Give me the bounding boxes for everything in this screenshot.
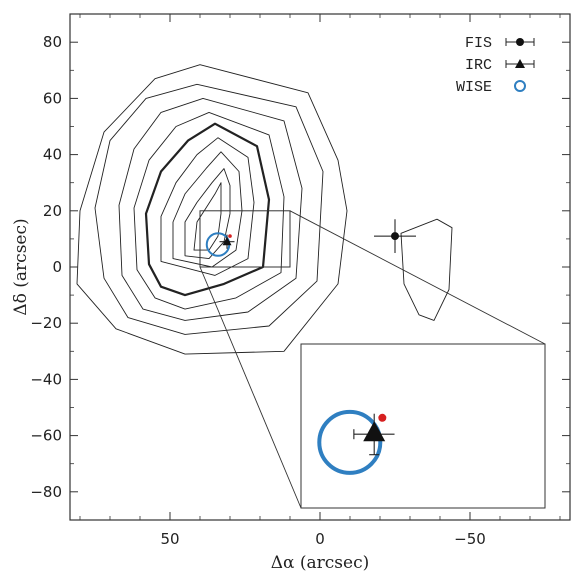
y-tick-label: −80 <box>30 483 62 501</box>
red-point <box>228 234 232 238</box>
data-points <box>205 219 416 257</box>
legend-fis-marker <box>516 38 524 46</box>
x-axis-label: Δα (arcsec) <box>271 553 370 573</box>
contour-line <box>172 151 243 268</box>
contour-line <box>118 97 303 321</box>
x-tick-label: 0 <box>315 530 325 548</box>
y-tick-label: −40 <box>30 370 62 388</box>
x-tick-label: 50 <box>160 530 179 548</box>
contour-line <box>160 137 255 276</box>
zoom-connector-line <box>199 266 302 509</box>
contour-line <box>94 83 324 335</box>
inset-frame <box>300 343 546 509</box>
y-tick-label: 80 <box>43 33 62 51</box>
inset-panel <box>300 343 546 509</box>
legend-irc-marker <box>515 59 525 68</box>
y-tick-label: 20 <box>43 202 62 220</box>
legend-label-fis: FIS <box>465 35 492 52</box>
legend: FIS IRC WISE <box>456 35 535 96</box>
inset-wise-circle <box>317 409 383 475</box>
axis-ticks: 50 0 −50 80 60 40 20 0 −20 −40 −60 −80 <box>30 13 570 548</box>
fis-point <box>391 232 399 241</box>
irc-point <box>222 236 232 246</box>
inset-red-point <box>378 413 387 422</box>
y-tick-label: 0 <box>52 258 62 276</box>
contour-line <box>184 168 231 260</box>
y-axis-label: Δδ (arcsec) <box>11 218 31 315</box>
legend-label-irc: IRC <box>465 57 492 74</box>
legend-wise-marker <box>514 80 526 92</box>
contour-line <box>193 182 222 251</box>
y-tick-label: −60 <box>30 427 62 445</box>
y-tick-label: −20 <box>30 314 62 332</box>
inset-region-box <box>199 210 291 268</box>
x-tick-label: −50 <box>454 530 486 548</box>
y-tick-label: 60 <box>43 89 62 107</box>
inset-irc-point <box>363 421 386 442</box>
contour-line <box>76 64 348 355</box>
zoom-connector-line <box>289 210 546 345</box>
contour-line <box>144 122 271 297</box>
legend-label-wise: WISE <box>456 79 492 96</box>
contour-layer <box>76 64 453 355</box>
contour-line <box>133 111 285 310</box>
y-tick-label: 40 <box>43 146 62 164</box>
contour-line <box>400 218 453 321</box>
